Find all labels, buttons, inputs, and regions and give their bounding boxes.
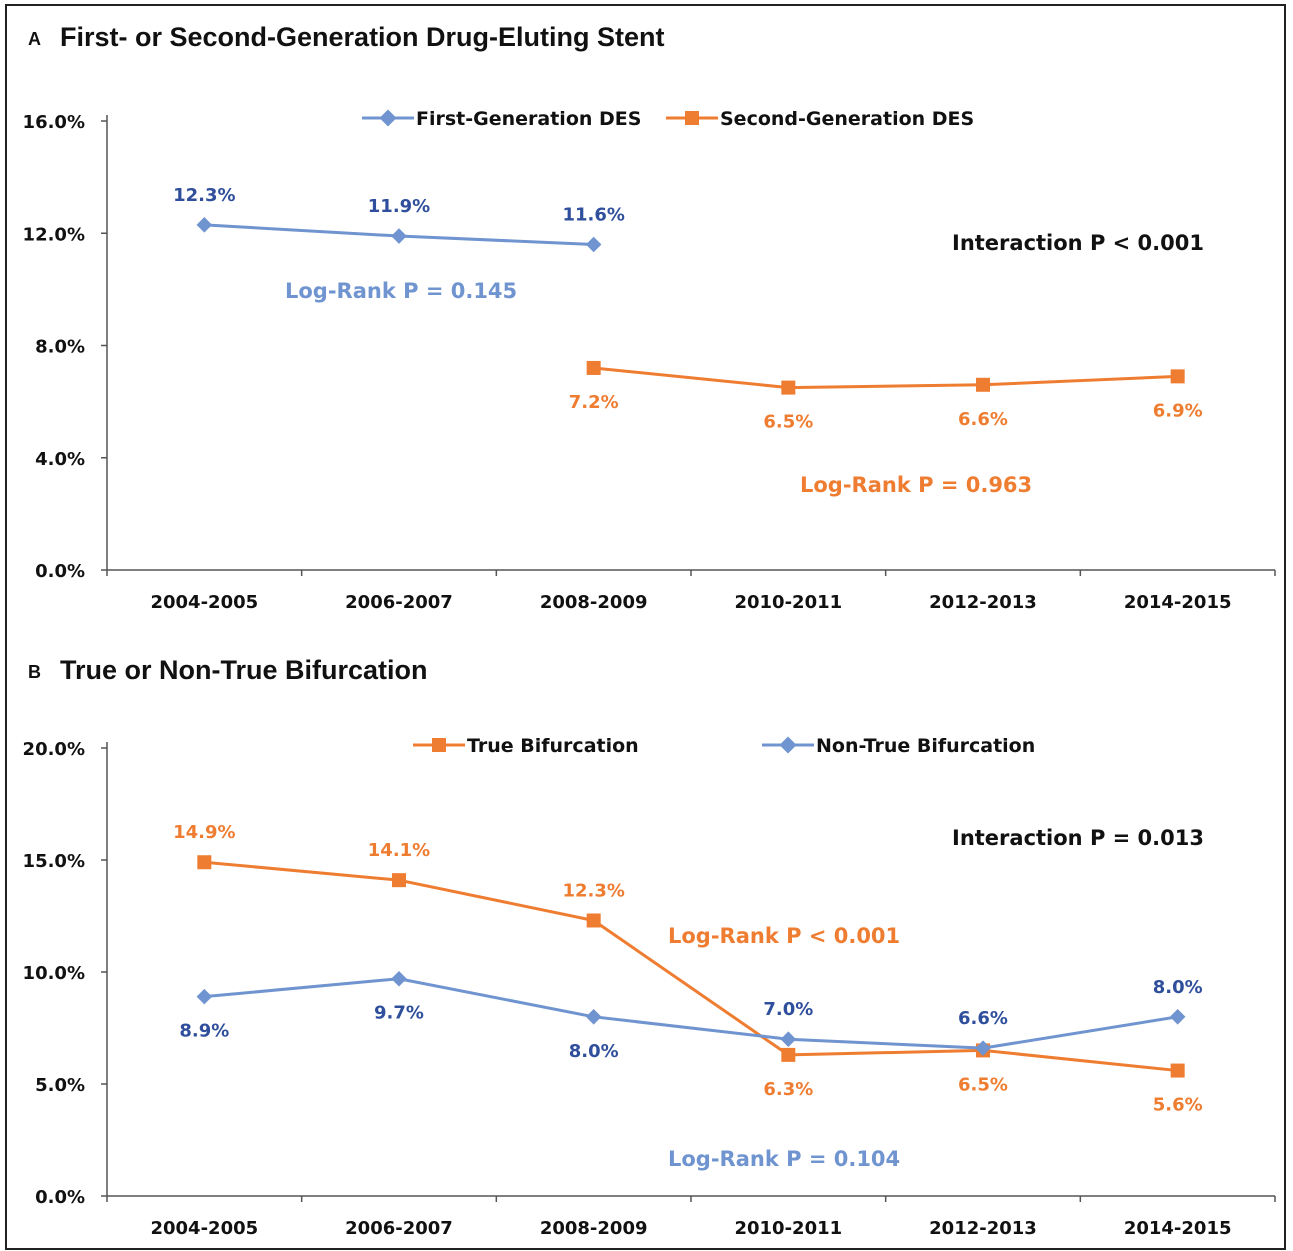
data-point-diamond bbox=[391, 970, 407, 987]
data-point-square bbox=[781, 380, 796, 395]
legend-first-gen-label: First-Generation DES bbox=[416, 108, 641, 130]
data-point-diamond bbox=[975, 1040, 991, 1056]
data-label: 5.6% bbox=[1153, 1095, 1203, 1116]
panel-b-series: 14.9% 14.1% 12.3% 6.3% 6.5% 5.6% 8.9% 9.7% 8.0% 7… bbox=[173, 822, 1203, 1115]
x-tick-label: 2004-2005 bbox=[150, 592, 258, 613]
panel-b-letter: B bbox=[28, 662, 41, 682]
data-point-square bbox=[1170, 369, 1185, 384]
data-label: 8.0% bbox=[1153, 977, 1203, 998]
panel-a-logrank-first: Log-Rank P = 0.145 bbox=[285, 279, 517, 303]
data-point-square bbox=[586, 360, 601, 375]
panel-b-logrank-nontrue: Log-Rank P = 0.104 bbox=[668, 1147, 900, 1171]
legend-first-gen-marker bbox=[379, 109, 397, 127]
data-label: 6.3% bbox=[763, 1079, 813, 1100]
data-label: 6.6% bbox=[958, 1008, 1008, 1029]
data-label: 11.9% bbox=[368, 196, 430, 217]
data-point-square bbox=[586, 913, 601, 928]
data-label: 7.2% bbox=[569, 392, 619, 413]
x-tick-label: 2012-2013 bbox=[929, 1218, 1037, 1239]
data-point-diamond bbox=[585, 1009, 602, 1025]
data-label: 9.7% bbox=[374, 1003, 424, 1024]
panel-b-interaction-p: Interaction P = 0.013 bbox=[952, 826, 1204, 850]
data-point-diamond bbox=[780, 1031, 797, 1047]
y-tick-label: 4.0% bbox=[35, 449, 85, 470]
x-tick-label: 2012-2013 bbox=[929, 592, 1037, 613]
legend-second-gen-label: Second-Generation DES bbox=[720, 108, 974, 130]
series-line-2 bbox=[593, 366, 1178, 390]
x-tick-label: 2004-2005 bbox=[150, 1218, 258, 1239]
legend-second-gen-marker bbox=[685, 111, 699, 125]
data-label: 6.5% bbox=[958, 1074, 1008, 1095]
x-tick-label: 2010-2011 bbox=[734, 1218, 842, 1239]
y-tick-label: 5.0% bbox=[35, 1075, 85, 1096]
data-point-square bbox=[197, 855, 212, 870]
data-point-diamond bbox=[585, 236, 602, 253]
panel-a-letter: A bbox=[28, 29, 41, 49]
data-label: 11.6% bbox=[562, 204, 624, 225]
data-point-square bbox=[392, 873, 406, 888]
data-label: 8.0% bbox=[569, 1041, 619, 1062]
legend-true-bif-label: True Bifurcation bbox=[467, 735, 639, 757]
data-point-square bbox=[1170, 1063, 1185, 1078]
panel-a: A First- or Second-Generation Drug-Eluti… bbox=[23, 22, 1276, 613]
data-point-square bbox=[781, 1047, 796, 1062]
data-label: 14.1% bbox=[368, 840, 430, 861]
legend-nontrue-bif-marker bbox=[779, 736, 797, 754]
y-tick-label: 16.0% bbox=[23, 112, 85, 133]
data-label: 6.9% bbox=[1153, 400, 1203, 421]
x-tick-label: 2010-2011 bbox=[734, 592, 842, 613]
x-tick-label: 2014-2015 bbox=[1124, 592, 1232, 613]
data-label: 8.9% bbox=[179, 1021, 229, 1042]
data-point-diamond bbox=[196, 217, 213, 233]
data-point-square bbox=[976, 377, 990, 392]
y-tick-label: 20.0% bbox=[23, 739, 85, 760]
y-tick-label: 10.0% bbox=[23, 963, 85, 984]
y-tick-label: 0.0% bbox=[35, 561, 85, 582]
panel-a-axes: 0.0% 4.0% 8.0% 12.0% 16.0% 2004-2005 2006-2007… bbox=[23, 112, 1276, 613]
panel-b-legend: True Bifurcation Non-True Bifurcation bbox=[413, 735, 1035, 757]
panel-b: B True or Non-True Bifurcation 0.0% 5.0% 1… bbox=[23, 655, 1276, 1239]
panel-a-interaction-p: Interaction P < 0.001 bbox=[952, 231, 1204, 255]
legend-nontrue-bif-label: Non-True Bifurcation bbox=[816, 735, 1035, 757]
panel-b-title: True or Non-True Bifurcation bbox=[60, 655, 428, 685]
figure-frame bbox=[5, 4, 1286, 1250]
panel-b-logrank-true: Log-Rank P < 0.001 bbox=[668, 924, 900, 948]
x-tick-label: 2006-2007 bbox=[345, 592, 453, 613]
series-line-2 bbox=[204, 977, 1178, 1050]
y-tick-label: 8.0% bbox=[35, 337, 85, 358]
legend-true-bif-marker bbox=[432, 738, 446, 752]
data-label: 6.6% bbox=[958, 409, 1008, 430]
x-tick-label: 2006-2007 bbox=[345, 1218, 453, 1239]
data-point-diamond bbox=[391, 228, 407, 244]
data-point-diamond bbox=[1169, 1009, 1186, 1025]
data-label: 14.9% bbox=[173, 822, 235, 843]
panel-a-series: 12.3% 11.9% 11.6% 7.2% 6.5% 6.6% 6.9% bbox=[173, 185, 1203, 433]
x-tick-label: 2014-2015 bbox=[1124, 1218, 1232, 1239]
data-label: 6.5% bbox=[763, 412, 813, 433]
panel-a-legend: First-Generation DES Second-Generation D… bbox=[362, 108, 974, 130]
y-tick-label: 15.0% bbox=[23, 851, 85, 872]
series-line-1 bbox=[204, 860, 1178, 1073]
panel-a-title: First- or Second-Generation Drug-Eluting… bbox=[60, 22, 665, 52]
panel-a-logrank-second: Log-Rank P = 0.963 bbox=[800, 473, 1032, 497]
x-tick-label: 2008-2009 bbox=[540, 1218, 648, 1239]
x-tick-label: 2008-2009 bbox=[540, 592, 648, 613]
panel-b-axes: 0.0% 5.0% 10.0% 15.0% 20.0% 2004-2005 2006-200… bbox=[23, 739, 1276, 1239]
y-tick-label: 0.0% bbox=[35, 1187, 85, 1208]
y-tick-label: 12.0% bbox=[23, 224, 85, 245]
data-point-diamond bbox=[196, 988, 213, 1005]
data-label: 12.3% bbox=[562, 880, 624, 901]
data-label: 12.3% bbox=[173, 185, 235, 206]
data-label: 7.0% bbox=[763, 999, 813, 1020]
